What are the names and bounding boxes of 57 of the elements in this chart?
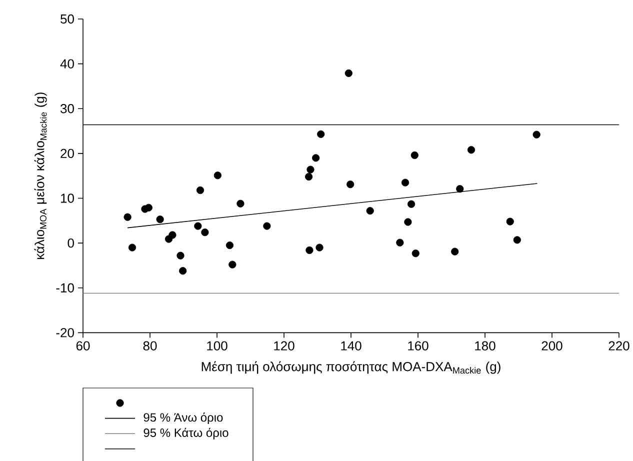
point: [451, 248, 459, 256]
y-tick-label: 20: [60, 148, 74, 158]
point: [316, 244, 324, 252]
point: [317, 130, 325, 138]
y-axis-title: κάλιο$_{MOA}$ μείον κάλιο$_{Mackie}$ (g): [34, 92, 47, 260]
point: [396, 238, 404, 246]
point: [228, 260, 236, 268]
point: [412, 250, 420, 258]
point: [532, 130, 540, 138]
y-tick-label: 30: [60, 104, 74, 114]
point: [236, 200, 244, 208]
point: [404, 218, 412, 226]
point: [201, 228, 209, 236]
x-tick-label: 120: [274, 341, 294, 350]
point: [306, 246, 314, 254]
point: [226, 242, 234, 250]
point: [263, 222, 271, 230]
x-tick-label: 80: [143, 341, 157, 350]
point: [168, 231, 176, 239]
point: [407, 200, 416, 208]
point: [513, 236, 521, 244]
point: [401, 178, 410, 186]
x-tick-label: 140: [341, 341, 362, 350]
y-tick-label: -10: [56, 283, 74, 292]
point: [306, 166, 314, 174]
point: [467, 146, 476, 154]
point: [214, 172, 222, 180]
x-axis-title: Μέση τιμή ολόσωμης ποσότητας MOA-DXA$_{Mackie}$ (g): [202, 361, 500, 374]
point: [506, 218, 514, 226]
y-tick-label: 50: [60, 14, 74, 24]
legend-label: 95 % Άνω όριο: [144, 412, 223, 424]
point: [144, 204, 152, 212]
point: [194, 222, 202, 230]
point: [312, 154, 320, 162]
x-tick-label: 160: [408, 341, 428, 350]
x-tick-label: 180: [475, 341, 496, 350]
point: [124, 213, 132, 221]
point: [304, 172, 313, 181]
point: [128, 244, 136, 252]
point: [196, 186, 204, 194]
point: [176, 252, 184, 260]
point: [456, 185, 464, 193]
point: [410, 151, 418, 160]
y-tick-label: 40: [60, 59, 74, 68]
point: [366, 207, 374, 215]
point: [344, 69, 352, 78]
point: [179, 267, 187, 275]
x-tick-label: 220: [608, 341, 630, 350]
y-tick-label: -20: [56, 328, 74, 338]
x-tick-label: 200: [542, 341, 562, 350]
point: [156, 216, 164, 224]
x-tick-label: 60: [76, 341, 90, 350]
x-tick-label: 100: [207, 341, 228, 350]
y-tick-label: 0: [68, 238, 74, 248]
y-tick-label: 10: [61, 194, 74, 203]
point: [346, 180, 354, 188]
legend-label: 95 % Κάτω όριο: [144, 428, 228, 440]
